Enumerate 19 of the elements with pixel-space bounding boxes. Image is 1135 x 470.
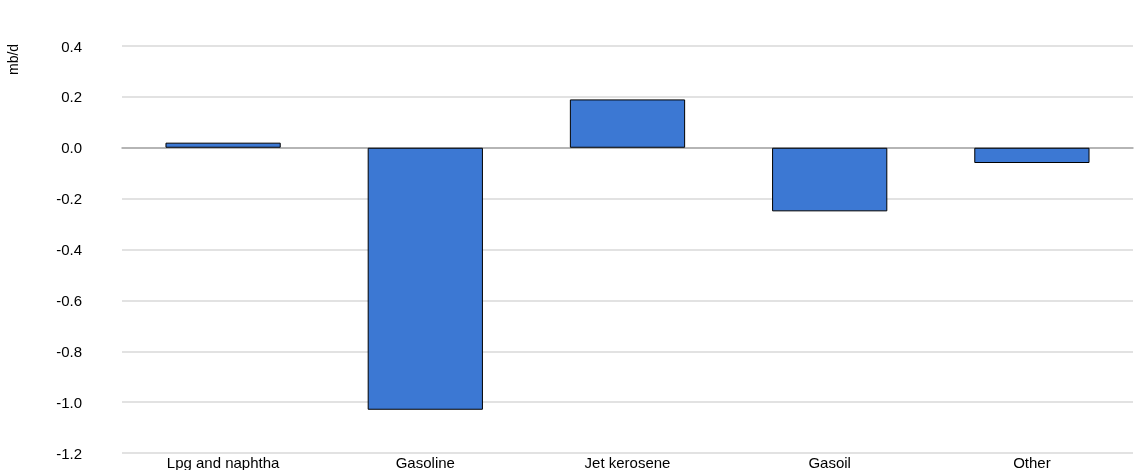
y-tick-label: 0.4 bbox=[61, 37, 82, 55]
y-tick-label: 0.2 bbox=[61, 88, 82, 106]
y-axis-title: mb/d bbox=[5, 43, 21, 75]
bar bbox=[165, 142, 281, 148]
x-tick-label: Jet kerosene bbox=[584, 454, 671, 470]
bar bbox=[367, 147, 483, 410]
y-tick-label: -1.0 bbox=[56, 393, 82, 411]
bar bbox=[569, 99, 686, 148]
y-tick-label: 0.0 bbox=[61, 139, 82, 157]
x-tick-label: Gasoil bbox=[808, 454, 851, 470]
y-tick-label: -0.6 bbox=[56, 291, 82, 309]
x-tick-label: Other bbox=[1013, 454, 1051, 470]
bar bbox=[974, 147, 1090, 164]
y-tick-label: -1.2 bbox=[56, 444, 82, 462]
y-tick-label: -0.2 bbox=[56, 190, 82, 208]
y-tick-label: -0.4 bbox=[56, 241, 82, 258]
x-tick-label: Gasoline bbox=[395, 454, 455, 470]
y-tick-label: -0.8 bbox=[56, 342, 82, 360]
bar bbox=[772, 147, 888, 212]
